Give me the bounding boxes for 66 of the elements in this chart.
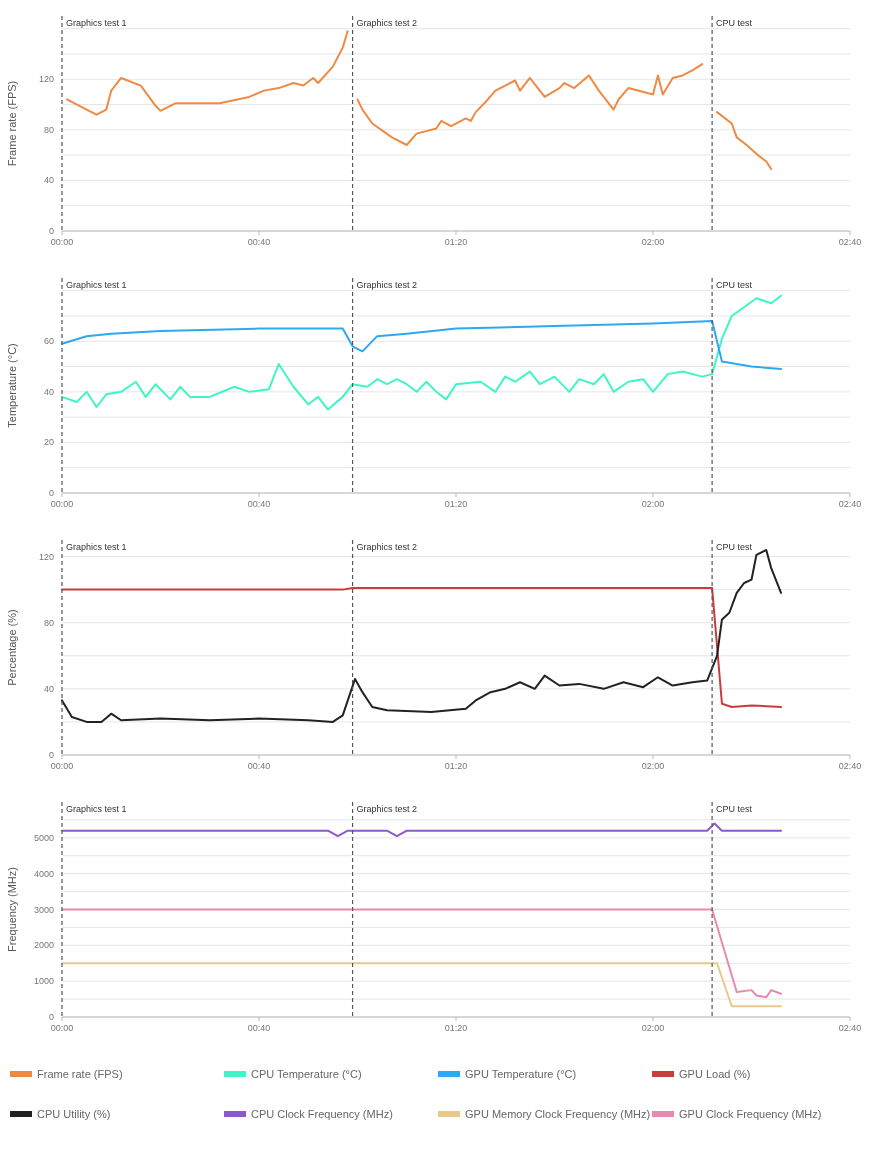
y-tick-label: 60: [43, 336, 54, 347]
y-tick-label: 0: [48, 1012, 54, 1022]
ref-line-label: Graphics test 1: [66, 804, 127, 814]
line-series: [61, 294, 783, 411]
x-tick-label: 00:40: [247, 1023, 271, 1033]
y-axis-title: Temperature (°C): [6, 343, 18, 428]
y-tick-label: 120: [38, 551, 54, 562]
legend-label: Frame rate (FPS): [37, 1068, 123, 1080]
ref-line-label: CPU test: [716, 280, 753, 290]
line-series: [61, 586, 783, 709]
ref-line-label: Graphics test 2: [356, 280, 418, 290]
ref-line-label: Graphics test 2: [356, 804, 418, 814]
y-tick-label: 3000: [33, 904, 54, 915]
x-tick-label: 02:00: [641, 1023, 665, 1033]
x-tick-label: 00:00: [50, 237, 74, 247]
ref-line-label: Graphics test 1: [66, 18, 127, 28]
ref-line-label: Graphics test 1: [66, 280, 127, 290]
x-tick-label: 02:00: [641, 761, 665, 771]
y-tick-label: 80: [43, 124, 54, 135]
legend-label: CPU Clock Frequency (MHz): [251, 1108, 393, 1120]
line-series: [61, 908, 783, 999]
legend-label: GPU Load (%): [679, 1068, 751, 1080]
ref-line-label: Graphics test 2: [356, 542, 418, 552]
y-tick-label: 20: [43, 437, 54, 448]
ref-line-label: CPU test: [716, 804, 753, 814]
x-tick-label: 00:00: [50, 1023, 74, 1033]
x-tick-label: 02:40: [838, 237, 862, 247]
ref-line-label: CPU test: [716, 18, 753, 28]
y-axis-title: Percentage (%): [6, 609, 18, 686]
x-tick-label: 00:40: [247, 499, 271, 509]
y-tick-label: 4000: [33, 868, 54, 879]
x-tick-label: 02:40: [838, 499, 862, 509]
legend-label: CPU Utility (%): [37, 1108, 111, 1120]
y-tick-label: 2000: [33, 940, 54, 951]
x-tick-label: 00:40: [247, 237, 271, 247]
x-tick-label: 02:00: [641, 237, 665, 247]
y-axis-title: Frequency (MHz): [6, 867, 18, 952]
line-series: [61, 320, 783, 371]
x-tick-label: 00:00: [50, 499, 74, 509]
y-tick-label: 120: [38, 74, 54, 85]
x-tick-label: 01:20: [444, 499, 468, 509]
x-tick-label: 01:20: [444, 237, 468, 247]
y-axis-title: Frame rate (FPS): [6, 80, 18, 167]
x-tick-label: 00:00: [50, 761, 74, 771]
legend-label: GPU Clock Frequency (MHz): [679, 1108, 822, 1120]
y-tick-label: 5000: [33, 832, 54, 843]
x-tick-label: 02:40: [838, 1023, 862, 1033]
x-tick-label: 02:00: [641, 499, 665, 509]
y-tick-label: 40: [43, 175, 54, 186]
y-tick-label: 0: [48, 488, 54, 498]
y-tick-label: 1000: [33, 976, 54, 987]
legend-label: GPU Temperature (°C): [465, 1068, 577, 1080]
legend-label: GPU Memory Clock Frequency (MHz): [465, 1108, 651, 1120]
x-tick-label: 00:40: [247, 761, 271, 771]
ref-line-label: Graphics test 1: [66, 542, 127, 552]
y-tick-label: 0: [48, 226, 54, 236]
x-tick-label: 01:20: [444, 1023, 468, 1033]
ref-line-label: Graphics test 2: [356, 18, 418, 28]
y-tick-label: 40: [43, 683, 54, 694]
legend-label: CPU Temperature (°C): [251, 1068, 362, 1080]
x-tick-label: 02:40: [838, 761, 862, 771]
y-tick-label: 0: [48, 750, 54, 760]
x-tick-label: 01:20: [444, 761, 468, 771]
y-tick-label: 80: [43, 617, 54, 628]
ref-line-label: CPU test: [716, 542, 753, 552]
y-tick-label: 40: [43, 386, 54, 397]
